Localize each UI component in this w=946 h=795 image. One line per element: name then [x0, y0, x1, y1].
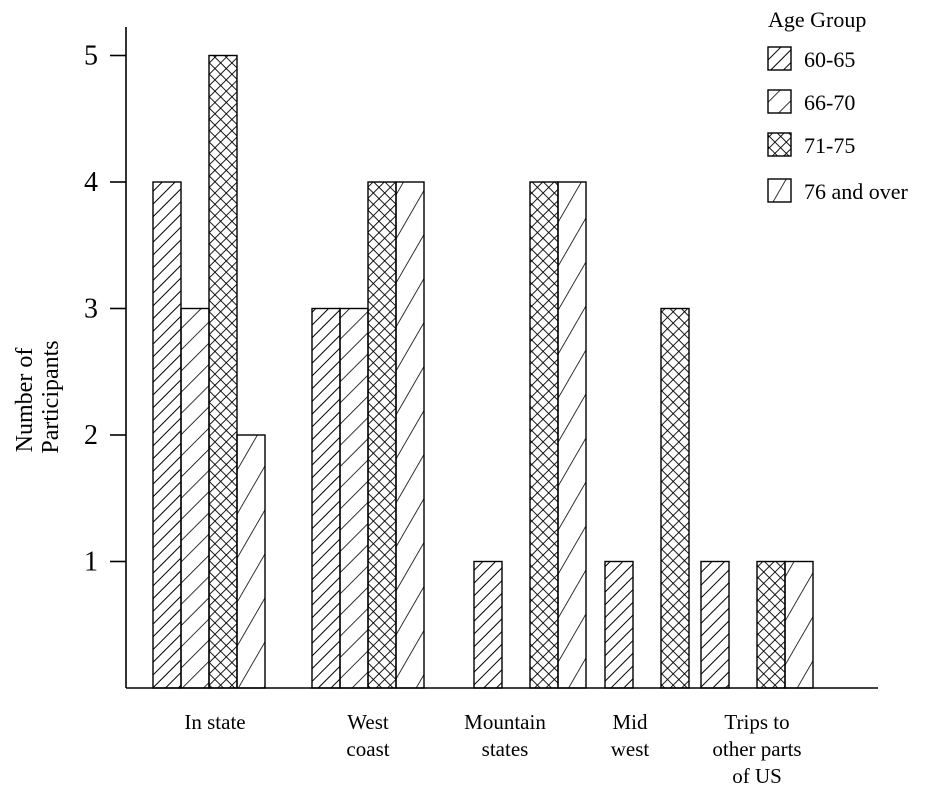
category-label-4-line-0: Trips to [724, 710, 789, 734]
y-tick-label-5: 5 [84, 41, 98, 72]
bar-60-65-cat-1 [311, 307, 341, 689]
category-label-4-line-1: other parts [712, 737, 801, 761]
bar-66-70-cat-1 [339, 307, 369, 689]
bar-76-and-over-cat-2 [557, 181, 587, 689]
legend: Age Group 60-65 66-70 71-75 76 and over [767, 7, 909, 204]
legend-swatch-76-and-over [767, 178, 792, 203]
legend-swatch-71-75 [767, 132, 792, 157]
category-label-2-line-1: states [482, 737, 529, 761]
category-label-1-line-1: coast [346, 737, 389, 761]
y-axis-title: Number of Participants [12, 340, 64, 453]
category-label-3-line-0: Mid [612, 710, 648, 734]
category-labels-group: In state West coast Mountain states Mid west Tr… [184, 710, 801, 788]
y-axis-title-line-2: Participants [38, 340, 64, 453]
bar-71-75-cat-4 [756, 560, 786, 689]
legend-label-66-70: 66-70 [804, 90, 855, 115]
y-tick-label-2: 2 [84, 420, 98, 451]
bar-60-65-cat-3 [604, 560, 634, 689]
bar-76-and-over-cat-1 [395, 181, 425, 689]
legend-label-76-and-over: 76 and over [804, 179, 909, 204]
y-tick-label-4: 4 [84, 167, 98, 198]
category-label-2-line-0: Mountain [464, 710, 546, 734]
legend-swatch-60-65 [767, 46, 792, 71]
y-ticks-group: 1 2 3 4 5 [84, 41, 126, 578]
bar-71-75-cat-3 [660, 307, 690, 689]
legend-title: Age Group [768, 7, 866, 32]
bar-71-75-cat-0 [208, 54, 238, 689]
bar-71-75-cat-2 [529, 181, 559, 689]
legend-label-60-65: 60-65 [804, 47, 855, 72]
y-axis-title-line-1: Number of [12, 348, 38, 453]
bar-60-65-cat-2 [473, 560, 503, 689]
category-label-1-line-0: West [347, 710, 389, 734]
bar-76-and-over-cat-0 [236, 434, 266, 689]
category-label-0-line-0: In state [184, 710, 245, 734]
y-tick-label-3: 3 [84, 294, 98, 325]
bar-60-65-cat-0 [152, 181, 182, 689]
bars-group [152, 54, 814, 689]
bar-66-70-cat-0 [180, 307, 210, 689]
category-label-4-line-2: of US [732, 764, 782, 788]
y-tick-label-1: 1 [84, 547, 98, 578]
category-label-3-line-1: west [611, 737, 650, 761]
legend-label-71-75: 71-75 [804, 133, 855, 158]
bar-60-65-cat-4 [700, 560, 730, 689]
bar-76-and-over-cat-4 [784, 560, 814, 689]
bar-71-75-cat-1 [367, 181, 397, 689]
legend-swatch-66-70 [767, 89, 792, 114]
